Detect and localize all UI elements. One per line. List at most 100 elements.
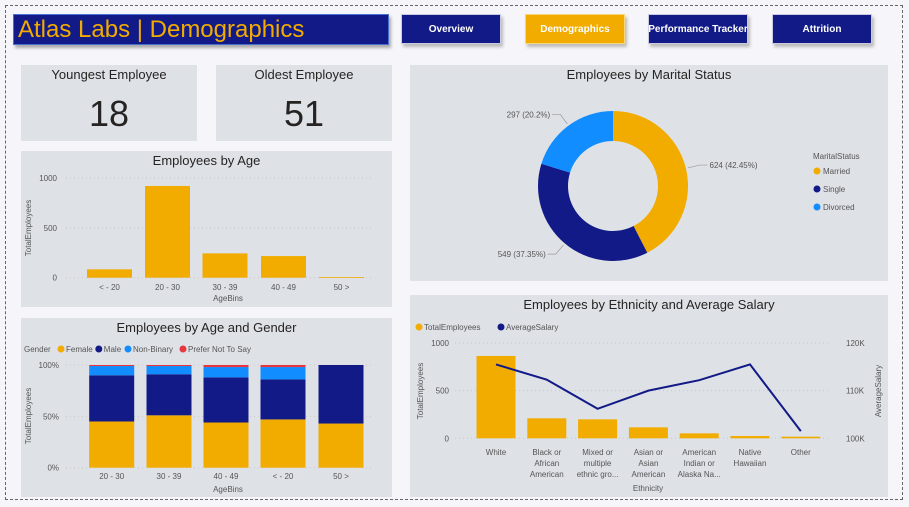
- x-tick-label: American: [530, 470, 564, 479]
- legend-label: Female: [66, 345, 93, 354]
- x-tick-label: Indian or: [684, 459, 715, 468]
- data-label: 624 (42.45%): [710, 161, 758, 170]
- bar: [527, 418, 567, 439]
- y-tick-label: 500: [44, 224, 58, 233]
- x-tick-label: Alaska Na...: [678, 470, 721, 479]
- card-label: Oldest Employee: [254, 67, 354, 82]
- card-label: Youngest Employee: [51, 67, 167, 82]
- bar: [730, 436, 770, 439]
- stacked-bar-segment: [203, 422, 249, 468]
- nav-performance-tracker-button[interactable]: Performance Tracker: [648, 14, 748, 44]
- donut-slice: [541, 111, 613, 173]
- marital-status-chart[interactable]: Employees by Marital Status 624 (42.45%)…: [410, 65, 888, 281]
- bar: [679, 433, 719, 439]
- x-tick-label: 40 - 49: [214, 472, 239, 481]
- legend-marker: [95, 345, 103, 353]
- age-gender-chart-svg: 0% 50% 100% Gender Female Male Non-Binary Prefe…: [24, 345, 371, 494]
- legend-label: Divorced: [823, 203, 855, 212]
- bar: [87, 269, 132, 278]
- chart-title: Employees by Marital Status: [566, 67, 732, 82]
- data-label: 297 (20.2%): [507, 110, 551, 119]
- y-axis-title: TotalEmployees: [416, 363, 425, 419]
- stacked-bar-segment: [260, 367, 306, 380]
- legend-label: Non-Binary: [133, 345, 173, 354]
- x-tick-label: Other: [791, 448, 811, 457]
- stacked-bar-segment: [146, 366, 192, 375]
- legend-marker: [179, 345, 187, 353]
- x-tick-label: ethnic gro...: [577, 470, 619, 479]
- ethnicity-salary-chart[interactable]: Employees by Ethnicity and Average Salar…: [410, 295, 888, 497]
- legend-label: Married: [823, 167, 850, 176]
- x-tick-label: Native: [739, 448, 762, 457]
- x-tick-label: White: [486, 448, 507, 457]
- x-axis-title: Ethnicity: [633, 484, 663, 493]
- leader-line: [552, 113, 568, 125]
- stacked-bar-segment: [89, 366, 135, 376]
- bar: [578, 419, 618, 439]
- age-chart-svg: 0 500 1000 < - 20 20 - 30 30 - 39 40 - 49 50 > A…: [24, 174, 371, 303]
- y2-tick-label: 100K: [846, 434, 865, 443]
- nav-attrition-button[interactable]: Attrition: [772, 14, 872, 44]
- x-tick-label: African: [534, 459, 559, 468]
- x-tick-label: American: [632, 470, 666, 479]
- legend-marker: [415, 323, 423, 331]
- x-axis-title: AgeBins: [213, 485, 243, 494]
- legend-label: AverageSalary: [506, 323, 558, 332]
- report-canvas-border: [5, 5, 903, 500]
- chart-title: Employees by Ethnicity and Average Salar…: [523, 297, 775, 312]
- stacked-bar-segment: [89, 421, 135, 468]
- leader-line: [547, 244, 564, 255]
- x-tick-label: Mixed or: [582, 448, 613, 457]
- x-tick-label: 30 - 39: [213, 283, 238, 292]
- x-tick-label: Asian or: [634, 448, 664, 457]
- bar: [261, 256, 306, 278]
- legend-label: Male: [104, 345, 122, 354]
- stacked-bar-segment: [146, 374, 192, 416]
- legend-title: MaritalStatus: [813, 152, 860, 161]
- chart-title: Employees by Age and Gender: [116, 320, 297, 335]
- x-tick-label: American: [682, 448, 716, 457]
- x-axis-title: AgeBins: [213, 294, 243, 303]
- y2-axis-title: AverageSalary: [874, 365, 883, 417]
- y-tick-label: 0: [53, 274, 58, 283]
- x-tick-label: < - 20: [99, 283, 120, 292]
- age-chart[interactable]: Employees by Age 0 500 1000 < - 20 20 - 30 30…: [21, 151, 392, 307]
- legend-marker: [497, 323, 505, 331]
- y-tick-label: 500: [436, 387, 450, 396]
- stacked-bar-segment: [260, 365, 306, 368]
- stacked-bar-segment: [89, 375, 135, 422]
- legend-label: Prefer Not To Say: [188, 345, 251, 354]
- bar: [145, 185, 190, 278]
- oldest-employee-card: Oldest Employee 51: [216, 65, 392, 141]
- chart-title: Employees by Age: [152, 153, 261, 168]
- age-gender-chart[interactable]: Employees by Age and Gender 0% 50% 100% Gen…: [21, 318, 392, 497]
- y-axis-title: TotalEmployees: [24, 200, 33, 256]
- nav-demographics-button[interactable]: Demographics: [525, 14, 625, 44]
- donut-slice: [538, 163, 648, 261]
- legend-marker: [124, 345, 132, 353]
- nav-overview-button[interactable]: Overview: [401, 14, 501, 44]
- legend-marker: [57, 345, 65, 353]
- leader-line: [687, 164, 708, 169]
- ethnicity-chart-svg: 0 100K 500 110K 1000 120K TotalEmployees Averag…: [415, 323, 883, 493]
- data-label: 549 (37.35%): [498, 250, 546, 259]
- stacked-bar-segment: [203, 365, 249, 368]
- page-title: Atlas Labs | Demographics: [13, 14, 389, 45]
- x-tick-label: 40 - 49: [271, 283, 296, 292]
- y-tick-label: 50%: [43, 412, 59, 421]
- legend-marker: [813, 167, 821, 175]
- y-tick-label: 1000: [431, 339, 449, 348]
- x-tick-label: Asian: [638, 459, 658, 468]
- x-tick-label: 50 >: [333, 472, 349, 481]
- x-tick-label: Black or: [532, 448, 561, 457]
- bar: [476, 355, 516, 439]
- x-tick-label: 20 - 30: [155, 283, 180, 292]
- youngest-employee-card: Youngest Employee 18: [21, 65, 197, 141]
- stacked-bar-segment: [146, 415, 192, 468]
- bar: [319, 277, 364, 279]
- stacked-bar-segment: [146, 365, 192, 367]
- x-tick-label: 20 - 30: [99, 472, 124, 481]
- x-tick-label: 50 >: [334, 283, 350, 292]
- marital-chart-svg: 624 (42.45%) 549 (37.35%) 297 (20.2%) Marit…: [498, 110, 860, 261]
- card-value: 18: [88, 93, 130, 134]
